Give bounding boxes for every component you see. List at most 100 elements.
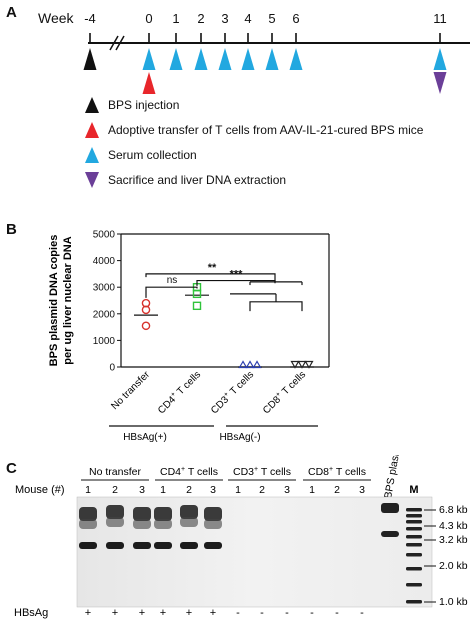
black-triangle-icon (85, 97, 99, 113)
group-label: HBsAg(-) (219, 432, 260, 443)
significance-label: *** (230, 269, 244, 281)
cyan-triangle-icon (85, 147, 99, 163)
data-point-triangle (245, 360, 255, 369)
cyan-triangle-icon (194, 48, 208, 70)
data-point-inverted-triangle (304, 360, 314, 369)
week-number: -4 (84, 11, 96, 26)
week-number: 6 (292, 11, 300, 26)
cyan-triangle-icon (142, 48, 156, 70)
blot-band-smear (106, 517, 124, 527)
bracket-sub-lower (249, 301, 303, 312)
x-category-label: CD4+ T cells (155, 369, 203, 417)
mouse-number: 1 (309, 484, 315, 496)
ladder-band (406, 600, 422, 604)
cyan-triangle-icon (218, 48, 232, 70)
mouse-number: 2 (259, 484, 265, 496)
southern-blot: No transfer CD4+ T cells CD3+ T cells CD8+ … (14, 455, 468, 619)
data-point-square (192, 289, 202, 299)
significance-label: ** (208, 262, 217, 274)
hbsag-value: - (335, 607, 339, 619)
cyan-triangle-icon (265, 48, 279, 70)
significance-brackets (145, 273, 303, 312)
blot-group-label: CD8+ T cells (308, 466, 366, 478)
blot-band-lower (133, 542, 151, 549)
cyan-triangle-icon (289, 48, 303, 70)
y-tick-label: 4000 (93, 256, 116, 267)
plasmid-label: BPS plasmid (382, 455, 404, 500)
legend-text: BPS injection (108, 98, 180, 112)
blot-band-plasmid (381, 531, 399, 537)
blot-band-plasmid (381, 503, 399, 513)
week-number: 11 (433, 11, 447, 26)
mouse-number: 3 (139, 484, 145, 496)
mouse-number: 1 (235, 484, 241, 496)
blot-band-smear (133, 519, 151, 529)
hbsag-label: HBsAg (14, 607, 48, 619)
hbsag-value: - (285, 607, 289, 619)
blot-band-lower (79, 542, 97, 549)
blot-band-lower (154, 542, 172, 549)
timeline (83, 33, 470, 94)
legend-text: Serum collection (108, 148, 197, 162)
blot-band-upper (133, 507, 151, 521)
blot-band-upper (154, 507, 172, 521)
hbsag-value: - (310, 607, 314, 619)
week-number: 5 (268, 11, 276, 26)
ladder-band (406, 514, 422, 518)
hbsag-value: - (260, 607, 264, 619)
size-marker-label: 3.2 kb (439, 534, 468, 546)
y-axis-label-line2: per ug liver nuclear DNA (62, 236, 74, 364)
ladder-band (406, 535, 422, 539)
blot-band-smear (154, 519, 172, 529)
blot-band-smear (79, 519, 97, 529)
marker-lane-label: M (409, 484, 418, 496)
y-tick-label: 1000 (93, 336, 116, 347)
ladder-band (406, 508, 422, 512)
week-label: Week (38, 10, 74, 26)
bracket-triple-star (196, 279, 276, 286)
mouse-number: 3 (359, 484, 365, 496)
ladder-band (406, 520, 422, 524)
cyan-triangle-icon (169, 48, 183, 70)
data-point-square (192, 301, 202, 311)
ladder-band (406, 553, 422, 557)
black-triangle-icon (83, 48, 97, 70)
blot-group-label: CD4+ T cells (160, 466, 218, 478)
hbsag-value: + (112, 607, 118, 619)
hbsag-value: + (160, 607, 166, 619)
red-triangle-icon (85, 122, 99, 138)
legend-text: Adoptive transfer of T cells from AAV-IL… (108, 123, 424, 137)
blot-band-upper (106, 505, 124, 519)
mouse-number: 2 (334, 484, 340, 496)
mouse-number: 2 (186, 484, 192, 496)
panel-b-label: B (6, 221, 17, 238)
mouse-number: 2 (112, 484, 118, 496)
mouse-number: 1 (85, 484, 91, 496)
week-number: 4 (244, 11, 252, 26)
blot-band-lower (106, 542, 124, 549)
x-category-label: No transfer (109, 369, 152, 412)
y-tick-label: 5000 (93, 230, 116, 241)
week-number: 3 (221, 11, 229, 26)
blot-band-upper (180, 505, 198, 519)
data-point-inverted-triangle (297, 360, 307, 369)
hbsag-value: + (85, 607, 91, 619)
data-point-triangle (238, 360, 248, 369)
scatter-chart: 0 1000 2000 3000 4000 5000 BPS plasmid DNA cop… (48, 230, 330, 443)
mouse-number: 3 (284, 484, 290, 496)
bracket-ns (145, 286, 198, 298)
blot-band-upper (79, 507, 97, 521)
y-tick-label: 2000 (93, 309, 116, 320)
size-marker-label: 2.0 kb (439, 560, 468, 572)
blot-group-label: No transfer (89, 466, 141, 478)
purple-triangle-icon (433, 72, 447, 94)
ladder-band (406, 527, 422, 531)
hbsag-value: + (139, 607, 145, 619)
week-number: 2 (197, 11, 205, 26)
size-marker-label: 6.8 kb (439, 504, 468, 516)
data-point-circle (141, 305, 151, 315)
y-tick-label: 0 (109, 363, 115, 374)
x-category-label: CD3+ T cells (208, 369, 256, 417)
blot-group-label: CD3+ T cells (233, 466, 291, 478)
y-tick-label: 3000 (93, 283, 116, 294)
